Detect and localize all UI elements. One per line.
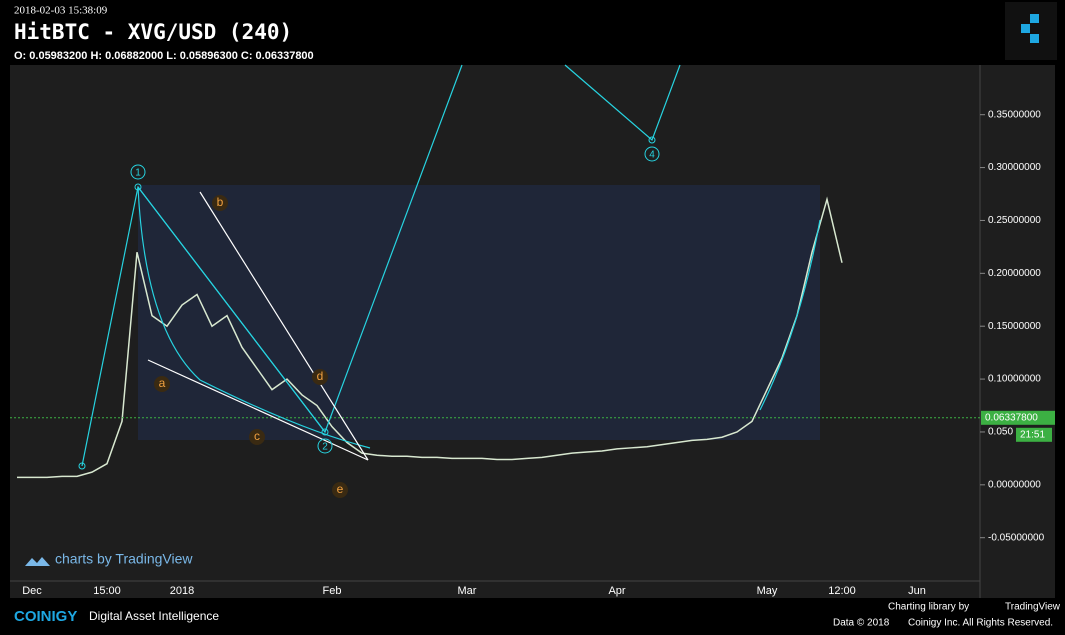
drawings [78,64,821,470]
y-tick-label: 0.10000000 [988,374,1041,385]
tagline: Digital Asset Intelligence [89,609,219,623]
wave-marker [317,438,333,454]
x-tick-label: Feb [323,585,342,597]
wave-label: 4 [649,150,655,161]
rights: Coinigy Inc. All Rights Reserved. [908,618,1053,629]
y-tick-label: -0.05000000 [988,532,1045,543]
logo [1005,2,1057,60]
timestamp: 2018-02-03 15:38:09 [14,5,108,17]
abc-marker [212,195,228,211]
last-price-badge [981,410,1055,425]
countdown: 21:51 [1020,429,1045,440]
y-tick-label: 0.35000000 [988,109,1041,120]
x-tick-label: 2018 [170,585,194,597]
countdown-badge [1016,427,1052,442]
abc-marker [249,429,265,445]
watermark-icon [25,557,50,566]
x-tick-label: Apr [608,585,625,597]
wave-marker [644,146,660,162]
y-tick-label: 0.00000000 [988,479,1041,490]
tradingview-credit: TradingView [1005,602,1061,613]
x-tick-label: May [757,585,778,597]
y-tick-label: 0.20000000 [988,268,1041,279]
abc-label: e [337,482,344,496]
x-tick-label: 15:00 [93,585,121,597]
brand: COINIGY [14,608,77,625]
y-tick-label: 0.30000000 [988,162,1041,173]
abc-label: b [217,195,224,209]
abc-label: d [317,369,324,383]
abc-label: a [159,376,166,390]
y-tick-label: 0.25000000 [988,215,1041,226]
title: HitBTC - XVG/USD (240) [14,20,292,44]
x-tick-label: Jun [908,585,926,597]
wave-label: 1 [135,168,141,179]
last-price-label: 0.06337800 [985,412,1038,423]
price-line [17,196,843,479]
abc-marker [332,482,348,498]
ohlc: O: 0.05983200 H: 0.06882000 L: 0.0589630… [14,50,314,62]
y-tick-label: 0.050 [988,427,1013,438]
x-tick-label: Dec [22,585,42,597]
wave-label: 2 [322,442,328,453]
y-tick-label: 0.15000000 [988,321,1041,332]
charting-credit: Charting library by [888,602,969,613]
wave-marker [130,164,146,180]
abc-marker [154,376,170,392]
x-tick-label: 12:00 [828,585,856,597]
data-credit: Data © 2018 [833,618,890,629]
abc-label: c [254,429,260,443]
shaded-zone [138,185,820,440]
watermark: charts by TradingView [55,551,193,567]
x-tick-label: Mar [458,585,477,597]
abc-marker [312,369,328,385]
